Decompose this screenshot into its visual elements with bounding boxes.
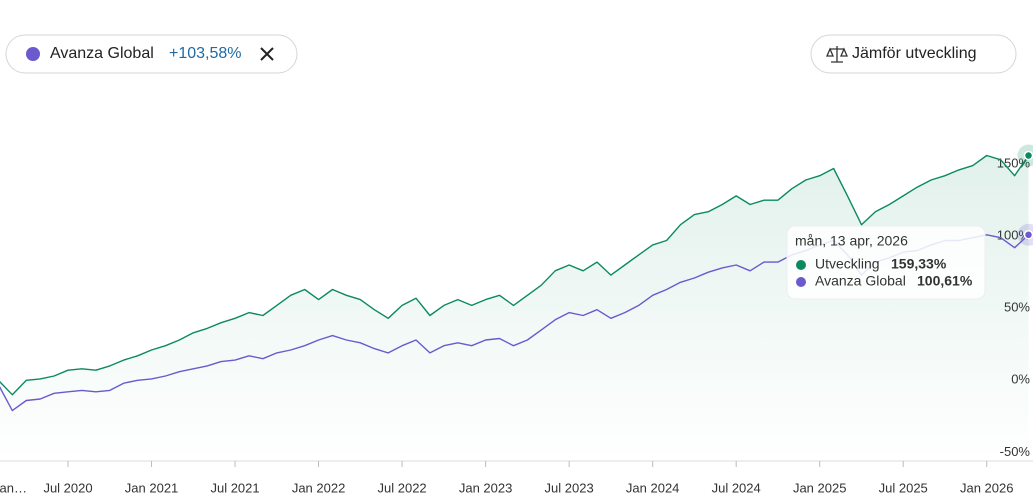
tooltip-dot	[796, 277, 806, 287]
tooltip-date: mån, 13 apr, 2026	[795, 233, 908, 249]
x-tick-label: Jan 2024	[626, 480, 680, 495]
tooltip-value: 159,33%	[891, 256, 947, 272]
compare-button[interactable]: Jämför utveckling	[810, 34, 1017, 74]
chip-dot	[26, 47, 40, 61]
x-tick-label: Jan 2023	[459, 480, 513, 495]
chip-background	[5, 34, 298, 74]
tooltip: mån, 13 apr, 2026 Utveckling 159,33% Ava…	[786, 225, 986, 300]
x-tick-label: Jul 2020	[43, 480, 92, 495]
chip-change: +103,58%	[169, 45, 242, 62]
x-tick-label: Jan…	[0, 480, 27, 495]
tooltip-name: Utveckling	[815, 256, 880, 272]
area-fill	[0, 155, 1029, 461]
x-tick-label: Jan 2021	[125, 480, 179, 495]
button-background	[810, 34, 1017, 74]
x-tick-label: Jan 2025	[793, 480, 847, 495]
x-tick-label: Jul 2023	[545, 480, 594, 495]
asset-chip[interactable]: Avanza Global +103,58%	[5, 34, 298, 74]
x-tick-label: Jul 2025	[879, 480, 928, 495]
scale-icon	[826, 46, 848, 63]
tooltip-name: Avanza Global	[815, 273, 906, 289]
x-tick-label: Jul 2022	[378, 480, 427, 495]
tooltip-dot	[796, 260, 806, 270]
tooltip-value: 100,61%	[917, 273, 973, 289]
button-label: Jämför utveckling	[852, 45, 977, 62]
x-tick-label: Jul 2021	[210, 480, 259, 495]
x-tick-label: Jan 2022	[292, 480, 346, 495]
end-dot	[1023, 150, 1033, 161]
end-dot	[1023, 230, 1033, 240]
chip-label: Avanza Global	[50, 45, 154, 62]
x-tick-label: Jan 2026	[960, 480, 1014, 495]
series-line	[0, 154, 1030, 396]
x-tick-label: Jul 2024	[712, 480, 761, 495]
tooltip-background	[786, 225, 986, 300]
chip-close[interactable]	[260, 47, 274, 61]
